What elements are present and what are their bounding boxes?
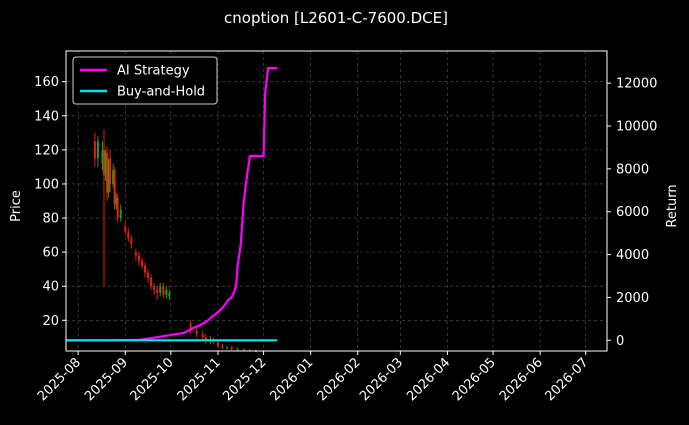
candle-body: [204, 337, 207, 341]
candle-body: [236, 349, 239, 351]
candle-body: [156, 289, 159, 294]
candle-body: [153, 286, 156, 290]
candle-body: [189, 323, 192, 331]
candle-body: [230, 347, 233, 350]
y-left-tick-label: 40: [42, 280, 59, 295]
candle-body: [112, 170, 115, 184]
candle-body: [119, 209, 122, 219]
y-right-tick-label: 2000: [616, 291, 649, 306]
strategy-line: [66, 66, 278, 342]
plot-frame: [65, 50, 608, 352]
candle-body: [124, 226, 127, 232]
candle-body: [221, 345, 224, 348]
candle-body: [116, 197, 119, 219]
chart-legend: AI Strategy Buy-and-Hold: [72, 56, 218, 105]
candle-body: [93, 141, 96, 159]
y-left-tick-label: 60: [42, 246, 59, 261]
candle-body: [159, 286, 162, 294]
y-left-tick-label: 80: [42, 212, 59, 227]
candle-body: [216, 342, 219, 346]
line-series: [66, 66, 278, 342]
y-left-tick-label: 140: [34, 109, 59, 124]
candle-body: [104, 153, 107, 176]
candle-body: [102, 149, 105, 176]
candlestick-series: [93, 129, 257, 352]
candle-body: [130, 238, 133, 244]
candle-body: [137, 255, 140, 261]
candle-body: [195, 330, 198, 334]
y-axis-right-label: Return: [665, 184, 680, 227]
candle-body: [162, 286, 165, 295]
candle-body: [96, 141, 99, 159]
candle-body: [242, 349, 245, 351]
y-right-tick-label: 8000: [616, 162, 649, 177]
candle-body: [226, 347, 229, 349]
legend-box: [72, 56, 218, 105]
legend-buyhold-label: Buy-and-Hold: [117, 85, 205, 100]
y-left-tick-label: 160: [34, 75, 59, 90]
candle-body: [144, 265, 147, 273]
candle-body: [107, 166, 110, 193]
candle-body: [168, 293, 171, 297]
candle-body: [101, 149, 104, 164]
candle-body: [147, 272, 150, 278]
chart-title: cnoption [L2601-C-7600.DCE]: [224, 9, 448, 27]
y-left-tick-label: 100: [34, 177, 59, 192]
candle-body: [113, 170, 116, 205]
candle-body: [140, 260, 143, 266]
candle-body: [127, 231, 130, 239]
candle-body: [115, 197, 118, 205]
candle-body: [106, 153, 109, 193]
y-right-tick-label: 12000: [616, 77, 657, 92]
y-right-tick-label: 10000: [616, 120, 657, 135]
y-right-tick-label: 4000: [616, 248, 649, 263]
y-left-tick-label: 20: [42, 314, 59, 329]
candle-body: [150, 277, 153, 287]
candle-body: [134, 252, 137, 256]
candle-body: [201, 333, 204, 338]
grid-lines: [66, 51, 607, 351]
candle-body: [165, 289, 168, 295]
y-axis-left-label: Price: [9, 190, 24, 222]
y-right-tick-label: 6000: [616, 205, 649, 220]
candle-body: [109, 158, 112, 184]
legend-strategy-label: AI Strategy: [117, 64, 190, 79]
y-right-tick-label: 0: [616, 334, 624, 349]
y-left-tick-label: 120: [34, 143, 59, 158]
